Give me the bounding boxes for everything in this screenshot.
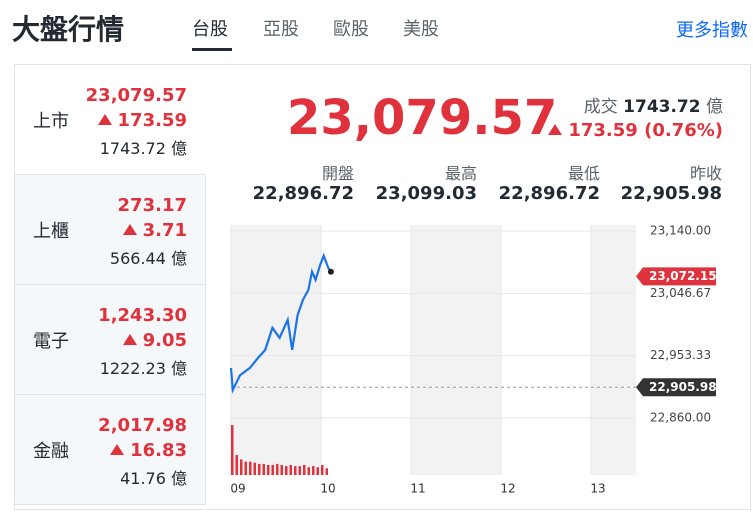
volume-bar	[316, 467, 319, 475]
market-change: 3.71	[122, 220, 187, 241]
last-point	[327, 268, 334, 275]
big-price: 23,079.57	[287, 90, 558, 146]
market-price: 273.17	[117, 195, 187, 216]
x-tick-label: 13	[590, 482, 605, 496]
stat-label: 昨收	[689, 164, 722, 183]
hour-band	[591, 225, 636, 475]
volume-bar	[294, 466, 297, 475]
volume-bar	[262, 463, 265, 475]
up-arrow	[110, 444, 125, 455]
change: 3.71	[142, 220, 187, 241]
market-name: 金融	[33, 441, 69, 462]
market-price: 23,079.57	[85, 85, 187, 106]
volume-bar	[267, 465, 270, 475]
volume-bar	[249, 461, 252, 475]
volume-value: 1743.72	[623, 97, 701, 117]
hour-band	[411, 225, 501, 475]
market-change: 9.05	[122, 330, 187, 351]
market-name: 上櫃	[33, 221, 69, 242]
volume-unit: 億	[706, 97, 723, 117]
up-arrow	[122, 334, 137, 345]
x-tick-label: 11	[410, 482, 425, 496]
market-volume: 41.76 億	[120, 469, 187, 488]
market-volume: 566.44 億	[109, 249, 187, 268]
up-arrow	[122, 224, 137, 235]
volume-bar	[276, 463, 279, 475]
market-name: 上市	[33, 111, 69, 132]
up-arrow	[97, 114, 112, 125]
volume-bar	[240, 459, 243, 475]
stat-value: 22,896.72	[498, 183, 600, 204]
stat-value: 23,099.03	[375, 183, 477, 204]
market-price: 1,243.30	[98, 305, 187, 326]
price-line	[229, 252, 332, 395]
more-link[interactable]: 更多指數	[676, 20, 748, 41]
volume-bar	[285, 466, 288, 475]
reference-tag	[636, 378, 716, 397]
market-row[interactable]: 電子 1,243.30 9.05 1222.23 億	[15, 285, 206, 395]
y-tick-label: 22,860.00	[650, 411, 711, 425]
tab[interactable]: 台股	[192, 19, 228, 40]
market-row[interactable]: 上櫃 273.17 3.71 566.44 億	[15, 175, 206, 285]
volume-bar	[312, 466, 315, 475]
change: 16.83	[130, 440, 187, 461]
volume-bar	[258, 463, 261, 475]
volume-bar	[298, 466, 301, 475]
volume-bar	[321, 465, 324, 475]
stat-label: 開盤	[321, 164, 354, 183]
market-volume: 1222.23 億	[99, 359, 187, 378]
tab[interactable]: 美股	[403, 19, 439, 40]
change: 173.59	[117, 110, 187, 131]
market-change: 16.83	[110, 440, 187, 461]
volume-bar	[280, 465, 283, 475]
panel	[14, 64, 751, 510]
last-label: 23,072.15	[649, 269, 717, 283]
hour-band	[231, 225, 321, 475]
stat-label: 最低	[567, 164, 600, 183]
change-line: 173.59 (0.76%)	[548, 120, 723, 141]
market-row[interactable]: 金融 2,017.98 16.83 41.76 億	[15, 395, 206, 505]
x-tick-label: 12	[500, 482, 515, 496]
market-volume: 1743.72 億	[99, 139, 187, 158]
market-change: 173.59	[97, 110, 187, 131]
stat-label: 最高	[444, 164, 477, 183]
x-tick-label: 09	[230, 482, 245, 496]
last-tag	[636, 267, 716, 286]
volume-bar	[235, 455, 238, 475]
change: 9.05	[142, 330, 187, 351]
volume-bar	[325, 468, 328, 475]
stat-value: 22,905.98	[620, 183, 722, 204]
page-title: 大盤行情	[12, 13, 125, 46]
market-row[interactable]: 上市 23,079.57 173.59 1743.72 億	[15, 65, 205, 175]
tab[interactable]: 亞股	[263, 19, 299, 40]
y-tick-label: 23,046.67	[650, 286, 711, 300]
market-price: 2,017.98	[98, 415, 187, 436]
y-tick-label: 22,953.33	[650, 348, 711, 362]
volume-bar	[244, 461, 247, 475]
y-tick-label: 23,140.00	[650, 224, 711, 238]
stat-value: 22,896.72	[252, 183, 354, 204]
volume-bar	[231, 425, 234, 475]
volume-line: 成交 1743.72 億	[584, 92, 723, 117]
volume-bar	[303, 465, 306, 475]
tab-underline	[192, 48, 232, 51]
tab[interactable]: 歐股	[333, 19, 369, 40]
market-name: 電子	[33, 331, 69, 352]
volume-bar	[289, 465, 292, 475]
reference-label: 22,905.98	[649, 380, 717, 394]
volume-bar	[253, 462, 256, 475]
volume-bar	[271, 465, 274, 475]
change: 173.59 (0.76%)	[568, 120, 723, 141]
x-tick-label: 10	[320, 482, 335, 496]
volume-label: 成交	[583, 97, 618, 117]
volume-bar	[307, 467, 310, 475]
up-arrow	[548, 124, 563, 135]
